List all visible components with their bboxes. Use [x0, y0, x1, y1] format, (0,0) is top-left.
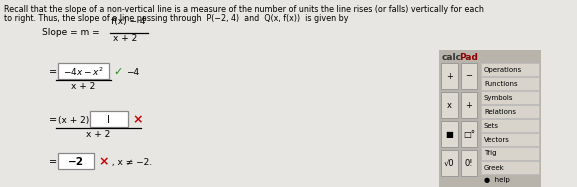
- Text: ●  help: ● help: [484, 177, 509, 183]
- Text: −2: −2: [68, 157, 84, 167]
- Text: −: −: [466, 71, 473, 80]
- Bar: [481, 147, 539, 160]
- Text: =: =: [49, 67, 57, 77]
- Text: I: I: [107, 115, 110, 125]
- Text: $-4x-x^2$: $-4x-x^2$: [63, 66, 104, 78]
- Bar: [58, 63, 109, 79]
- Bar: [481, 105, 539, 118]
- Text: Pad: Pad: [460, 53, 478, 62]
- Bar: [481, 161, 539, 174]
- Bar: [58, 153, 94, 169]
- Text: Symbols: Symbols: [484, 94, 514, 100]
- Text: Functions: Functions: [484, 80, 518, 87]
- Text: Vectors: Vectors: [484, 137, 510, 142]
- Text: Relations: Relations: [484, 108, 516, 114]
- Text: (x + 2): (x + 2): [58, 116, 89, 125]
- Bar: [460, 63, 477, 89]
- Text: ×: ×: [132, 114, 143, 126]
- Bar: [441, 92, 458, 118]
- Bar: [439, 50, 541, 187]
- Bar: [481, 91, 539, 104]
- Text: =: =: [49, 157, 57, 167]
- Text: x + 2: x + 2: [114, 34, 138, 43]
- Text: x: x: [447, 100, 452, 110]
- Text: +: +: [466, 100, 473, 110]
- Text: calc: calc: [442, 53, 462, 62]
- Text: √0: √0: [444, 159, 455, 168]
- Text: +: +: [446, 71, 453, 80]
- Text: x + 2: x + 2: [87, 130, 111, 139]
- Text: Slope = m =: Slope = m =: [42, 27, 103, 36]
- Text: =: =: [49, 115, 57, 125]
- Text: −4: −4: [126, 68, 139, 76]
- Bar: [441, 121, 458, 147]
- Bar: [481, 77, 539, 90]
- Bar: [460, 150, 477, 176]
- Text: 0!: 0!: [464, 159, 473, 168]
- Text: x + 2: x + 2: [72, 82, 96, 91]
- Bar: [481, 63, 539, 76]
- Bar: [90, 111, 128, 127]
- Text: Recall that the slope of a non-vertical line is a measure of the number of units: Recall that the slope of a non-vertical …: [4, 5, 484, 14]
- Text: to right. Thus, the slope of a line passing through  P(−2, 4)  and  Q(x, f(x))  : to right. Thus, the slope of a line pass…: [4, 14, 349, 23]
- Bar: [460, 92, 477, 118]
- Bar: [441, 150, 458, 176]
- Text: ■: ■: [445, 130, 453, 139]
- Text: , x ≠ −2.: , x ≠ −2.: [109, 157, 152, 166]
- Text: ×: ×: [99, 156, 109, 168]
- Bar: [441, 63, 458, 89]
- Text: □°: □°: [463, 130, 475, 139]
- Text: ✓: ✓: [114, 67, 123, 77]
- Bar: [481, 133, 539, 146]
- Text: Trig: Trig: [484, 151, 496, 157]
- Text: Operations: Operations: [484, 67, 522, 73]
- Bar: [481, 119, 539, 132]
- Text: Greek: Greek: [484, 165, 505, 171]
- Bar: [460, 121, 477, 147]
- Text: Sets: Sets: [484, 122, 499, 128]
- Text: f(x) − 4: f(x) − 4: [111, 17, 145, 26]
